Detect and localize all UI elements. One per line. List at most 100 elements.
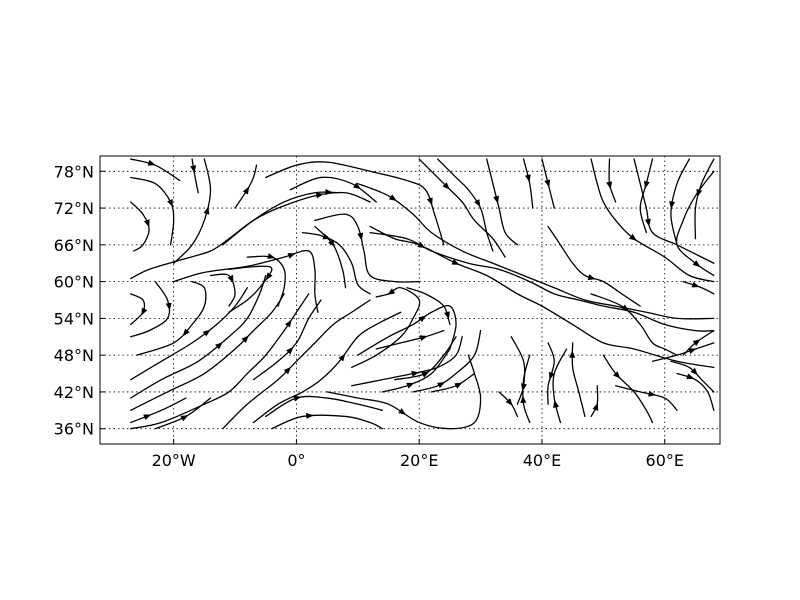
y-tick-label: 78°N [54, 162, 94, 181]
streamline-46 [590, 158, 715, 283]
stream-arrow-5 [242, 186, 250, 195]
stream-arrow-26 [286, 346, 294, 355]
streamline-11 [314, 225, 347, 289]
stream-arrow-36 [411, 370, 420, 377]
stream-arrow-7 [315, 192, 324, 199]
stream-arrow-28 [338, 353, 346, 362]
streamline-18 [130, 280, 171, 338]
streamline-29 [265, 395, 384, 418]
stream-arrow-45 [544, 179, 551, 188]
stream-arrow-43 [493, 195, 499, 204]
streamline-1 [130, 176, 175, 246]
stream-arrow-13 [357, 232, 364, 241]
stream-arrow-31 [398, 408, 407, 415]
stream-arrow-10 [287, 253, 296, 259]
stream-arrow-51 [696, 188, 703, 198]
streamlines [130, 158, 715, 430]
stream-arrow-33 [444, 311, 450, 320]
stream-arrow-68 [686, 373, 695, 380]
streamline-40 [381, 348, 451, 393]
streamline-66 [602, 354, 654, 424]
streamline-3 [173, 158, 212, 264]
y-tick-label: 36°N [54, 420, 94, 439]
streamline-26 [252, 299, 322, 381]
stream-arrow-64 [569, 350, 576, 358]
stream-arrow-58 [692, 339, 701, 346]
streamline-54 [369, 225, 715, 369]
stream-arrow-9 [353, 182, 361, 190]
stream-arrow-55 [417, 241, 426, 249]
stream-arrow-1 [167, 199, 173, 208]
stream-arrow-38 [437, 382, 446, 389]
stream-arrow-52 [692, 260, 701, 268]
stream-arrow-59 [688, 348, 697, 354]
streamline-61 [522, 354, 531, 424]
stream-arrow-16 [227, 274, 234, 283]
streamline-55 [369, 231, 715, 332]
plot-frame [99, 155, 721, 445]
stream-arrow-0 [147, 159, 156, 166]
stream-arrow-63 [553, 399, 559, 408]
stream-arrow-65 [592, 402, 599, 411]
stream-arrow-35 [419, 335, 428, 342]
streamline-35 [375, 329, 445, 350]
stream-arrow-56 [587, 274, 596, 281]
stream-arrow-23 [143, 414, 152, 421]
streamline-56 [547, 225, 641, 307]
stream-arrow-39 [454, 382, 463, 389]
streamline-38 [412, 329, 482, 393]
y-tick-label: 72°N [54, 199, 94, 218]
stream-arrow-12 [322, 233, 331, 240]
stream-arrow-49 [644, 180, 650, 189]
streamline-5 [234, 164, 258, 209]
x-tick-label: 40°E [523, 451, 561, 470]
stream-arrow-19 [141, 307, 148, 316]
streamline-30 [271, 414, 384, 430]
streamline-43 [486, 158, 519, 246]
streamline-16 [209, 273, 236, 307]
stream-arrow-37 [421, 371, 430, 378]
streamline-47 [608, 158, 617, 203]
streamline-65 [590, 385, 599, 418]
streamline-71 [682, 280, 715, 295]
stream-arrow-47 [606, 181, 613, 190]
stream-arrow-21 [215, 342, 223, 350]
stream-arrow-17 [182, 328, 190, 337]
streamline-50 [670, 158, 690, 246]
stream-arrow-53 [388, 194, 397, 202]
streamline-64 [571, 342, 586, 418]
streamline-57 [590, 293, 678, 356]
streamline-14 [246, 255, 286, 307]
stream-arrow-54 [451, 258, 460, 265]
streamline-59 [651, 342, 715, 362]
stream-arrow-6 [426, 197, 433, 206]
y-tick-label: 42°N [54, 383, 94, 402]
streamline-4 [191, 158, 199, 194]
streamline-23 [130, 397, 187, 424]
y-tick-label: 54°N [54, 309, 94, 328]
streamline-68 [676, 372, 715, 411]
stream-arrow-67 [648, 390, 657, 397]
stream-arrow-40 [406, 382, 415, 389]
axis-ticks: 20°W 0° 20°E 40°E 60°E 36°N 42°N 48°N 54°N 60°N 66… [54, 162, 684, 470]
stream-arrow-57 [621, 304, 630, 312]
streamline-13 [314, 213, 420, 283]
streamline-0 [130, 158, 181, 182]
stream-arrow-14 [267, 253, 276, 259]
streamline-48 [633, 158, 715, 264]
streamline-10 [173, 249, 319, 313]
stream-arrow-18 [165, 302, 172, 311]
stream-arrow-46 [629, 233, 637, 241]
stream-arrow-48 [644, 218, 651, 227]
stream-arrow-69 [690, 367, 698, 376]
stream-arrow-25 [180, 415, 189, 422]
y-tick-label: 60°N [54, 273, 94, 292]
x-tick-label: 0° [287, 451, 305, 470]
streamline-22 [130, 293, 285, 411]
streamline-28 [252, 311, 402, 424]
streamline-42 [436, 158, 494, 252]
stream-arrow-15 [265, 272, 273, 281]
streamline-34 [357, 305, 457, 356]
stream-arrow-3 [203, 206, 210, 215]
